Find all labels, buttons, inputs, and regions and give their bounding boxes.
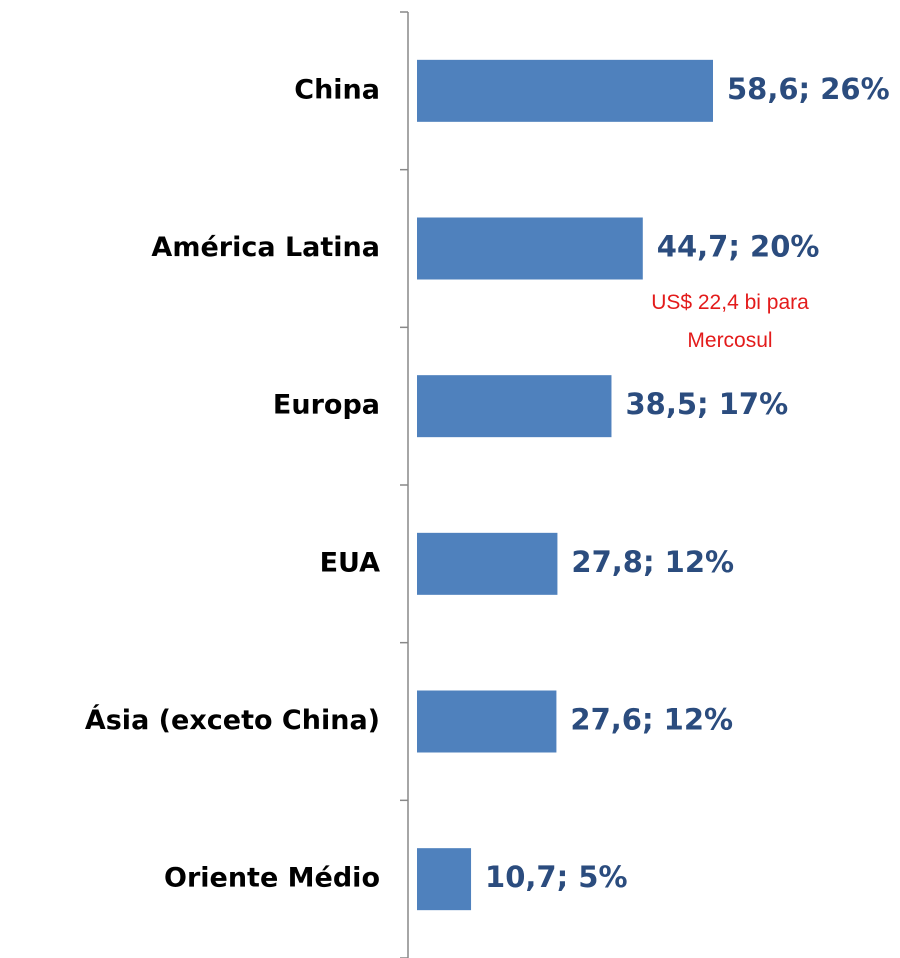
- value-label: 10,7; 5%: [485, 860, 627, 894]
- bar: [417, 690, 557, 753]
- category-label: Ásia (exceto China): [85, 704, 380, 736]
- category-label: Oriente Médio: [164, 863, 380, 894]
- category-label: China: [294, 74, 380, 105]
- bar: [417, 59, 713, 122]
- category-label: EUA: [320, 547, 381, 578]
- annotation: US$ 22,4 bi para Mercosul: [651, 291, 809, 352]
- category-label: Europa: [273, 390, 380, 421]
- value-label: 44,7; 20%: [657, 230, 820, 264]
- value-label: 27,8; 12%: [571, 545, 734, 579]
- value-label: 27,6; 12%: [570, 703, 733, 737]
- value-label: 38,5; 17%: [625, 387, 788, 421]
- bar: [417, 375, 612, 438]
- bar: [417, 532, 558, 595]
- bar: [417, 848, 472, 911]
- category-label: América Latina: [151, 232, 380, 263]
- value-label: 58,6; 26%: [727, 72, 890, 106]
- bar: [417, 217, 643, 280]
